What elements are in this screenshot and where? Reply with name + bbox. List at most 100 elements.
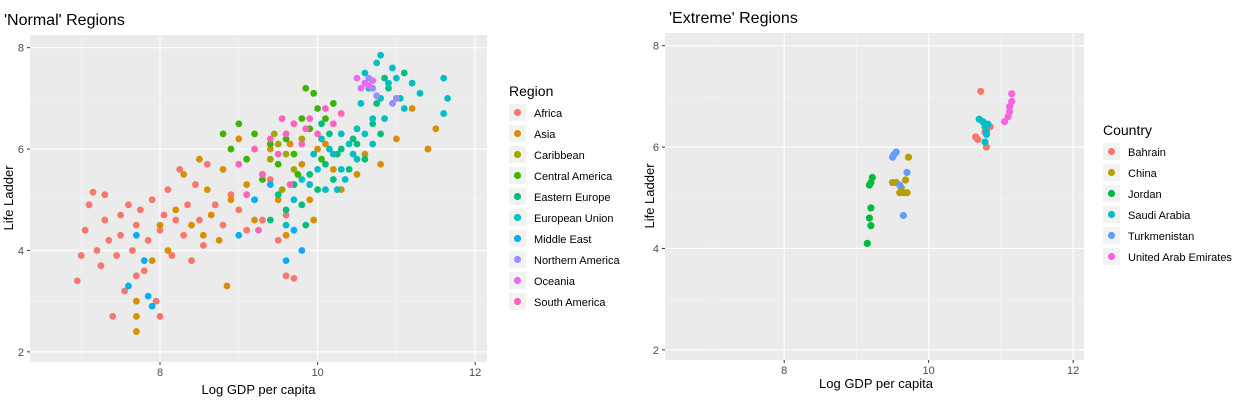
data-point	[85, 201, 93, 209]
data-point	[381, 115, 388, 123]
data-point	[868, 173, 876, 182]
legend-marker	[513, 108, 522, 117]
data-point	[266, 176, 274, 183]
y-tick-label: 2	[18, 347, 24, 359]
data-point	[266, 155, 274, 163]
data-point	[302, 221, 310, 229]
data-point	[97, 262, 105, 270]
data-point	[369, 140, 377, 148]
data-point	[318, 120, 325, 128]
legend-label: Turkmenistan	[1128, 231, 1194, 243]
data-point	[385, 84, 392, 92]
data-point	[274, 191, 282, 199]
data-point	[148, 302, 156, 310]
x-axis: 8 10 12	[157, 362, 481, 379]
data-point	[337, 110, 345, 117]
chart-title: 'Extreme' Regions	[669, 10, 798, 27]
data-point	[77, 252, 85, 259]
data-point	[148, 196, 156, 204]
data-point	[259, 216, 266, 224]
legend-label: European Union	[534, 213, 614, 225]
data-point	[333, 186, 341, 194]
data-point	[203, 160, 211, 168]
data-point	[140, 267, 148, 275]
data-point	[392, 135, 400, 143]
data-point	[310, 216, 318, 224]
data-point	[266, 216, 274, 224]
data-point	[314, 186, 321, 194]
data-point	[298, 135, 306, 143]
data-points	[73, 51, 452, 335]
data-point	[243, 155, 251, 163]
data-point	[274, 196, 282, 204]
data-point	[164, 247, 172, 254]
y-tick-label: 8	[18, 43, 24, 55]
legend-marker	[513, 192, 522, 201]
legend-marker	[1107, 252, 1116, 261]
data-point	[867, 222, 875, 230]
data-point	[101, 191, 109, 199]
legend-marker	[513, 276, 522, 285]
data-point	[345, 140, 353, 148]
y-tick-label: 8	[653, 41, 659, 53]
legend-label: Jordan	[1128, 189, 1162, 201]
data-point	[329, 176, 337, 183]
legend-label: Bahrain	[1128, 147, 1166, 159]
data-point	[294, 171, 302, 178]
data-point	[353, 155, 361, 163]
y-axis: 2 4 6 8	[653, 41, 665, 357]
data-point	[101, 216, 109, 224]
data-point	[361, 155, 369, 163]
legend-marker	[513, 150, 522, 159]
data-point	[400, 69, 408, 77]
data-point	[188, 257, 195, 265]
data-point	[408, 105, 416, 112]
data-point	[341, 176, 349, 183]
data-point	[282, 206, 290, 214]
data-point	[361, 130, 369, 138]
data-point	[266, 135, 274, 143]
data-point	[899, 211, 907, 220]
data-point	[199, 241, 207, 249]
y-tick-label: 6	[18, 144, 24, 156]
data-point	[306, 115, 314, 123]
data-point	[93, 247, 101, 254]
data-point	[322, 186, 329, 194]
data-point	[235, 160, 243, 168]
data-point	[243, 226, 251, 234]
data-point	[865, 214, 874, 222]
data-point	[314, 165, 321, 173]
chart-normal-regions: 'Normal' Regions 2 4 6 8 8 10 12 Log GDP per …	[1, 12, 620, 397]
data-point	[132, 221, 140, 229]
data-point	[389, 100, 396, 107]
data-point	[322, 105, 329, 112]
data-point	[278, 186, 286, 194]
data-point	[227, 196, 235, 204]
data-point	[227, 145, 235, 153]
legend-title: Country	[1103, 122, 1152, 138]
data-point	[424, 145, 432, 153]
data-point	[302, 84, 310, 92]
data-point	[168, 252, 176, 259]
chart-title: 'Normal' Regions	[4, 12, 125, 29]
legend-label: Middle East	[534, 234, 591, 246]
data-point	[219, 221, 227, 229]
data-point	[251, 216, 258, 224]
data-point	[361, 69, 369, 77]
data-point	[132, 272, 140, 280]
data-point	[345, 165, 353, 173]
chart-extreme-regions: 'Extreme' Regions 2 4 6 8 8 10 12 Log GDP per…	[642, 10, 1232, 391]
data-point	[235, 120, 243, 128]
x-tick-label: 10	[923, 365, 935, 377]
data-point	[329, 100, 337, 107]
data-point	[184, 201, 191, 209]
data-point	[306, 181, 314, 188]
data-point	[357, 84, 365, 92]
data-point	[408, 79, 416, 87]
data-point	[235, 206, 243, 214]
data-point	[353, 140, 361, 148]
data-point	[326, 130, 333, 138]
data-point	[132, 297, 140, 305]
legend-marker	[1107, 189, 1116, 198]
data-point	[255, 226, 262, 234]
